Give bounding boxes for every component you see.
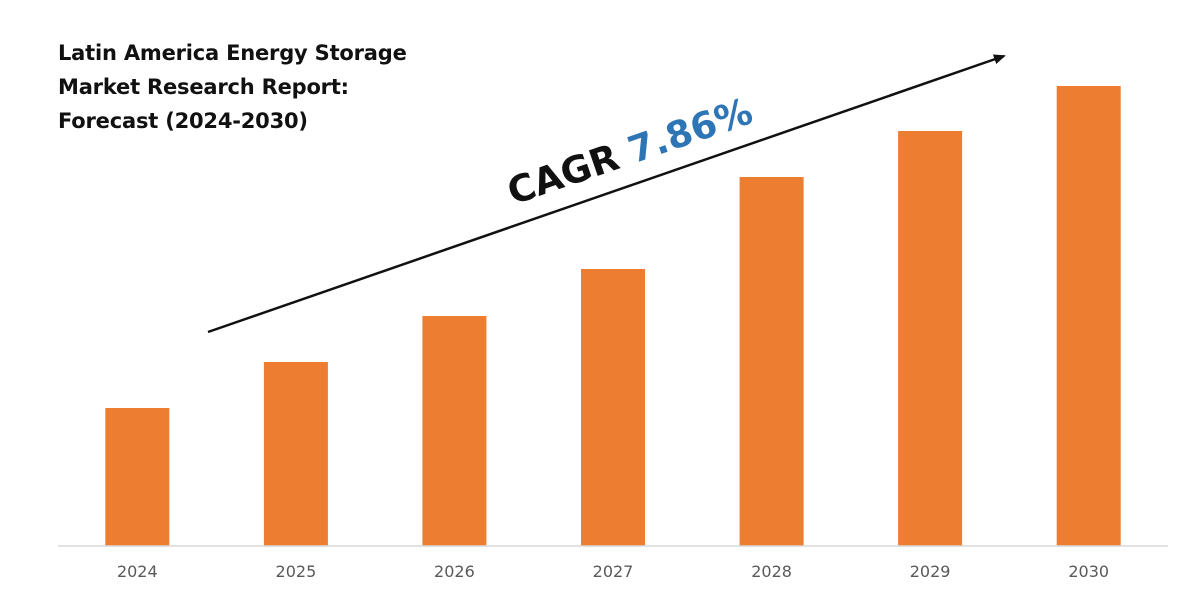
cagr-value: 7.86% <box>623 90 758 172</box>
bar-2026 <box>422 316 487 546</box>
chart-title-line: Market Research Report: <box>58 75 349 99</box>
x-tick-label-2024: 2024 <box>117 562 158 581</box>
x-tick-label-2029: 2029 <box>910 562 951 581</box>
bars-layer <box>105 86 1121 546</box>
x-axis-tick-labels: 2024 2025 2026 2027 2028 2029 2030 <box>117 562 1109 581</box>
bar-2027 <box>581 269 645 546</box>
chart-title: Latin America Energy Storage Market Rese… <box>58 36 407 138</box>
x-tick-label-2026: 2026 <box>434 562 475 581</box>
trend-arrow <box>207 54 1006 334</box>
bar-2024 <box>105 408 170 546</box>
x-tick-label-2027: 2027 <box>593 562 634 581</box>
x-tick-label-2028: 2028 <box>751 562 792 581</box>
chart-title-line: Forecast (2024-2030) <box>58 109 308 133</box>
bar-2028 <box>739 177 804 546</box>
bar-2029 <box>898 131 963 546</box>
x-tick-label-2025: 2025 <box>276 562 317 581</box>
bar-2030 <box>1056 86 1121 546</box>
bar-2025 <box>263 362 328 546</box>
cagr-prefix: CAGR <box>502 131 637 213</box>
cagr-annotation: CAGR 7.86% <box>502 90 758 214</box>
chart-title-line: Latin America Energy Storage <box>58 41 407 65</box>
x-tick-label-2030: 2030 <box>1068 562 1109 581</box>
